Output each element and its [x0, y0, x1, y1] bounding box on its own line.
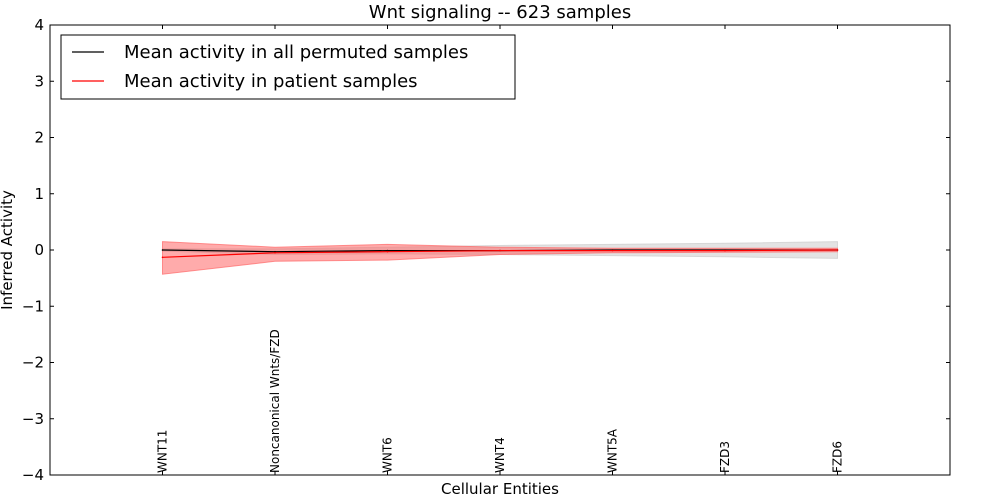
y-tick-label: −1 — [22, 297, 44, 315]
legend-label-permuted: Mean activity in all permuted samples — [124, 42, 468, 63]
x-tick-label: WNT4 — [493, 437, 507, 473]
x-tick-label: WNT5A — [606, 428, 620, 473]
chart-title: Wnt signaling -- 623 samples — [369, 2, 631, 23]
y-tick-label: 4 — [34, 16, 44, 34]
y-tick-label: 3 — [34, 72, 44, 90]
y-axis-label: Inferred Activity — [0, 190, 16, 310]
x-tick-label: Noncanonical Wnts/FZD — [268, 329, 282, 473]
data-point — [274, 252, 276, 254]
data-point — [724, 249, 726, 252]
x-tick-label: WNT6 — [381, 437, 395, 473]
legend-box — [60, 34, 516, 100]
data-point — [386, 250, 389, 253]
x-tick-label: WNT11 — [156, 430, 170, 473]
data-point — [499, 249, 501, 252]
data-point — [386, 249, 389, 252]
data-point — [161, 249, 164, 251]
y-tick-label: −2 — [22, 354, 44, 372]
x-axis: WNT11 Noncanonical Wnts/FZD WNT6 WNT4 WNT5A F… — [156, 25, 845, 475]
y-tick-label: −3 — [22, 410, 44, 428]
y-tick-label: 2 — [34, 129, 44, 147]
legend: Mean activity in all permuted samples Me… — [60, 34, 516, 100]
y-axis: −4 −3 −2 −1 0 1 2 3 4 — [22, 16, 950, 484]
confidence-bands — [162, 241, 838, 275]
data-point — [274, 250, 276, 253]
x-tick-label: FZD3 — [718, 441, 732, 473]
legend-label-patient: Mean activity in patient samples — [124, 71, 418, 92]
data-point — [611, 249, 614, 252]
data-point — [836, 249, 839, 251]
y-tick-label: 1 — [34, 185, 44, 203]
y-tick-label: −4 — [22, 466, 44, 484]
series-lines — [161, 249, 839, 259]
x-tick-label: FZD6 — [831, 441, 845, 473]
data-point — [161, 256, 164, 259]
x-axis-label: Cellular Entities — [441, 480, 559, 498]
y-tick-label: 0 — [34, 241, 44, 259]
